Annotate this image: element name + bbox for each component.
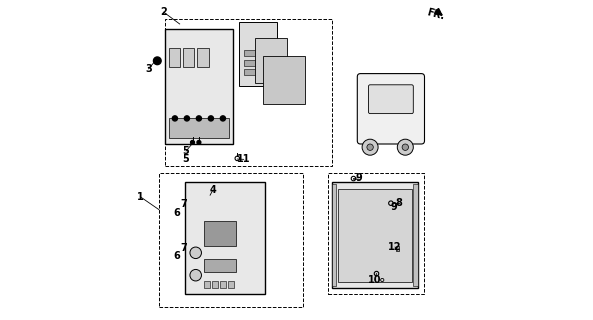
Text: FR.: FR. [426, 7, 446, 21]
Text: 5: 5 [183, 154, 190, 164]
Bar [228, 281, 234, 288]
Circle shape [196, 116, 202, 121]
Circle shape [154, 57, 161, 65]
Text: 5: 5 [183, 146, 190, 156]
Bar [183, 48, 194, 67]
FancyBboxPatch shape [263, 56, 304, 104]
Bar [331, 184, 336, 286]
Text: 4: 4 [209, 185, 216, 196]
Text: 9: 9 [356, 172, 362, 183]
Bar [204, 281, 210, 288]
Text: 8: 8 [396, 198, 402, 208]
Circle shape [367, 144, 374, 150]
Bar [168, 48, 180, 67]
Text: 1: 1 [137, 192, 144, 202]
Circle shape [197, 140, 201, 144]
Bar [204, 221, 235, 246]
Bar [239, 22, 278, 86]
Circle shape [190, 140, 195, 144]
Bar [212, 281, 218, 288]
Text: 3: 3 [145, 64, 152, 74]
Bar [413, 184, 418, 286]
Circle shape [190, 247, 202, 259]
Circle shape [208, 116, 213, 121]
Text: 7: 7 [180, 199, 187, 209]
Circle shape [184, 116, 189, 121]
Text: 7: 7 [180, 243, 187, 253]
Circle shape [362, 139, 378, 155]
Bar [204, 259, 235, 272]
Circle shape [221, 116, 225, 121]
Bar [244, 69, 273, 75]
Bar [244, 50, 273, 56]
FancyBboxPatch shape [368, 85, 413, 114]
Text: 10: 10 [368, 275, 382, 285]
Text: 6: 6 [173, 251, 180, 261]
Bar [338, 189, 412, 282]
Text: 9: 9 [391, 202, 397, 212]
Text: 11: 11 [237, 154, 250, 164]
Bar [244, 60, 273, 66]
Bar [219, 281, 226, 288]
Bar [396, 246, 399, 251]
Circle shape [402, 144, 409, 150]
Text: 6: 6 [173, 208, 180, 218]
FancyBboxPatch shape [358, 74, 425, 144]
Text: 2: 2 [160, 7, 167, 17]
Circle shape [397, 139, 413, 155]
FancyBboxPatch shape [184, 182, 264, 294]
Bar [168, 118, 229, 138]
Circle shape [173, 116, 177, 121]
Circle shape [190, 269, 202, 281]
Bar [197, 48, 209, 67]
Text: 12: 12 [388, 242, 402, 252]
FancyBboxPatch shape [165, 29, 232, 144]
FancyBboxPatch shape [331, 182, 418, 288]
Bar [255, 38, 287, 83]
